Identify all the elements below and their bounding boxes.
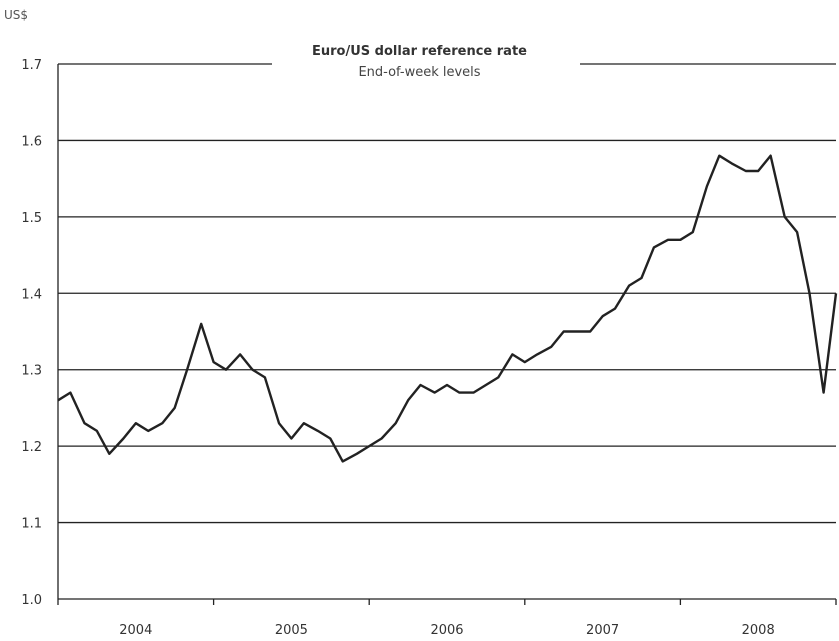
gridlines — [58, 63, 836, 524]
y-tick-label: 1.2 — [21, 440, 42, 455]
y-tick-label: 1.4 — [21, 287, 42, 302]
y-tick-label: 1.6 — [21, 134, 42, 149]
y-tick-label: 1.0 — [21, 593, 42, 608]
y-tick-label: 1.1 — [21, 517, 42, 532]
title-backdrop — [272, 53, 580, 93]
x-tick-label: 2007 — [586, 623, 619, 638]
y-tick-label: 1.5 — [21, 211, 42, 226]
y-axis-unit-label: US$ — [4, 8, 29, 22]
axes: 1.0 1.1 1.2 1.3 1.4 1.5 1.6 1.7 2004 2005 2006 2007… — [21, 58, 837, 638]
x-tick-label: 2004 — [119, 623, 152, 638]
x-tick-label: 2005 — [275, 623, 308, 638]
y-tick-label: 1.3 — [21, 364, 42, 379]
series-layer — [57, 154, 838, 463]
x-tick-label: 2008 — [742, 623, 775, 638]
series-line — [57, 154, 838, 463]
x-tick-label: 2006 — [430, 623, 463, 638]
y-tick-label: 1.7 — [21, 58, 42, 73]
